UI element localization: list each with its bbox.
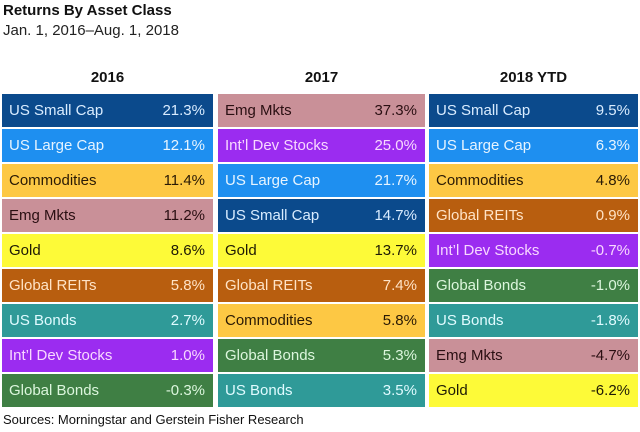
asset-name: Gold bbox=[9, 242, 41, 259]
column-2017: 2017 Emg Mkts 37.3% Int’l Dev Stocks 25.0% U… bbox=[218, 66, 425, 409]
asset-name: US Large Cap bbox=[225, 172, 321, 189]
asset-return: 21.3% bbox=[162, 102, 205, 119]
asset-return: 0.9% bbox=[595, 207, 630, 224]
asset-return: 12.1% bbox=[162, 137, 205, 154]
asset-name: Int’l Dev Stocks bbox=[9, 347, 113, 364]
asset-return: 1.0% bbox=[170, 347, 205, 364]
asset-return: 8.6% bbox=[170, 242, 205, 259]
asset-name: Commodities bbox=[436, 172, 524, 189]
column-header: 2017 bbox=[304, 69, 339, 86]
asset-name: Global REITs bbox=[9, 277, 97, 294]
asset-cell: Commodities 11.4% bbox=[2, 164, 213, 197]
asset-name: Global REITs bbox=[225, 277, 313, 294]
asset-cell: Global REITs 0.9% bbox=[429, 199, 638, 232]
column-2016: 2016 US Small Cap 21.3% US Large Cap 12.1% C… bbox=[2, 66, 213, 409]
asset-cell: US Large Cap 21.7% bbox=[218, 164, 425, 197]
chart-title: Returns By Asset Class bbox=[3, 2, 172, 19]
asset-name: US Bonds bbox=[9, 312, 77, 329]
asset-cell: Global REITs 5.8% bbox=[2, 269, 213, 302]
asset-return: 14.7% bbox=[374, 207, 417, 224]
asset-cell: Global REITs 7.4% bbox=[218, 269, 425, 302]
asset-cell: Gold -6.2% bbox=[429, 374, 638, 407]
asset-return: 13.7% bbox=[374, 242, 417, 259]
asset-name: US Bonds bbox=[225, 382, 293, 399]
column-rows: Emg Mkts 37.3% Int’l Dev Stocks 25.0% US Lar… bbox=[218, 94, 425, 407]
asset-cell: Int’l Dev Stocks 1.0% bbox=[2, 339, 213, 372]
asset-return: 25.0% bbox=[374, 137, 417, 154]
asset-name: US Bonds bbox=[436, 312, 504, 329]
asset-return: 7.4% bbox=[382, 277, 417, 294]
asset-name: Emg Mkts bbox=[225, 102, 292, 119]
asset-name: US Large Cap bbox=[436, 137, 532, 154]
asset-cell: Emg Mkts -4.7% bbox=[429, 339, 638, 372]
asset-name: Global Bonds bbox=[436, 277, 527, 294]
asset-name: Commodities bbox=[225, 312, 313, 329]
asset-name: Int’l Dev Stocks bbox=[436, 242, 540, 259]
asset-name: US Small Cap bbox=[9, 102, 104, 119]
asset-return: -0.7% bbox=[590, 242, 630, 259]
asset-cell: Emg Mkts 11.2% bbox=[2, 199, 213, 232]
asset-name: Int’l Dev Stocks bbox=[225, 137, 329, 154]
asset-cell: US Bonds 2.7% bbox=[2, 304, 213, 337]
column-rows: US Small Cap 9.5% US Large Cap 6.3% Commodit… bbox=[429, 94, 638, 407]
asset-cell: Commodities 5.8% bbox=[218, 304, 425, 337]
column-header: 2016 bbox=[90, 69, 125, 86]
asset-cell: US Large Cap 6.3% bbox=[429, 129, 638, 162]
asset-return: 3.5% bbox=[382, 382, 417, 399]
asset-return: 37.3% bbox=[374, 102, 417, 119]
asset-return: 6.3% bbox=[595, 137, 630, 154]
asset-return: -1.8% bbox=[590, 312, 630, 329]
asset-cell: Global Bonds 5.3% bbox=[218, 339, 425, 372]
asset-cell: Gold 13.7% bbox=[218, 234, 425, 267]
asset-return: 11.4% bbox=[163, 172, 205, 189]
asset-return: 5.3% bbox=[382, 347, 417, 364]
asset-cell: Int’l Dev Stocks -0.7% bbox=[429, 234, 638, 267]
asset-cell: Global Bonds -0.3% bbox=[2, 374, 213, 407]
column-header: 2018 YTD bbox=[499, 69, 568, 86]
asset-cell: US Bonds -1.8% bbox=[429, 304, 638, 337]
asset-cell: Gold 8.6% bbox=[2, 234, 213, 267]
asset-name: Gold bbox=[436, 382, 468, 399]
asset-cell: Emg Mkts 37.3% bbox=[218, 94, 425, 127]
asset-return: 2.7% bbox=[170, 312, 205, 329]
asset-cell: US Small Cap 14.7% bbox=[218, 199, 425, 232]
source-note: Sources: Morningstar and Gerstein Fisher… bbox=[3, 412, 304, 427]
chart-subtitle: Jan. 1, 2016–Aug. 1, 2018 bbox=[3, 22, 179, 39]
asset-name: US Small Cap bbox=[225, 207, 320, 224]
asset-cell: Commodities 4.8% bbox=[429, 164, 638, 197]
asset-name: Global REITs bbox=[436, 207, 524, 224]
asset-return: -0.3% bbox=[165, 382, 205, 399]
asset-cell: US Bonds 3.5% bbox=[218, 374, 425, 407]
asset-return: 5.8% bbox=[382, 312, 417, 329]
asset-name: Commodities bbox=[9, 172, 97, 189]
column-rows: US Small Cap 21.3% US Large Cap 12.1% Commod… bbox=[2, 94, 213, 407]
column-2018-ytd: 2018 YTD US Small Cap 9.5% US Large Cap 6.3… bbox=[429, 66, 638, 409]
asset-name: Emg Mkts bbox=[9, 207, 76, 224]
asset-cell: US Small Cap 21.3% bbox=[2, 94, 213, 127]
asset-name: Global Bonds bbox=[225, 347, 316, 364]
asset-return: 11.2% bbox=[163, 207, 205, 224]
asset-name: Emg Mkts bbox=[436, 347, 503, 364]
asset-name: Gold bbox=[225, 242, 257, 259]
asset-return: 4.8% bbox=[595, 172, 630, 189]
asset-return: 21.7% bbox=[374, 172, 417, 189]
asset-cell: Int’l Dev Stocks 25.0% bbox=[218, 129, 425, 162]
asset-name: Global Bonds bbox=[9, 382, 100, 399]
asset-return: 5.8% bbox=[170, 277, 205, 294]
asset-name: US Small Cap bbox=[436, 102, 531, 119]
asset-return: 9.5% bbox=[595, 102, 630, 119]
asset-name: US Large Cap bbox=[9, 137, 105, 154]
asset-cell: US Small Cap 9.5% bbox=[429, 94, 638, 127]
asset-return: -1.0% bbox=[590, 277, 630, 294]
asset-return: -4.7% bbox=[590, 347, 630, 364]
asset-return: -6.2% bbox=[590, 382, 630, 399]
asset-cell: US Large Cap 12.1% bbox=[2, 129, 213, 162]
asset-cell: Global Bonds -1.0% bbox=[429, 269, 638, 302]
